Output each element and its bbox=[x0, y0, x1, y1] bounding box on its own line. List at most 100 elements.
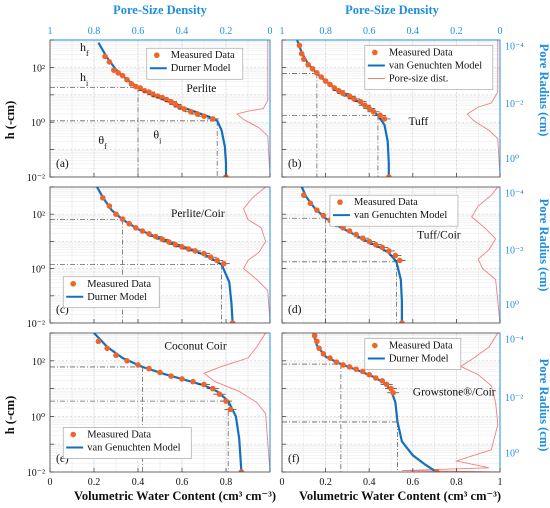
annotation-theta-i-sub: i bbox=[159, 136, 162, 145]
right-axis-label-bottom: Pore Radius (cm) bbox=[537, 359, 550, 452]
plot-area bbox=[282, 187, 500, 323]
pore-size-distribution-line bbox=[466, 40, 500, 177]
measured-point bbox=[366, 238, 373, 245]
legend-label: Measured Data bbox=[87, 279, 151, 290]
measured-point bbox=[214, 257, 220, 264]
pore-size-density-tick-label: 0.2 bbox=[220, 26, 233, 37]
measured-point bbox=[301, 56, 307, 62]
measured-point bbox=[311, 333, 318, 339]
measured-point bbox=[346, 93, 353, 99]
measured-point bbox=[172, 101, 179, 108]
measured-point bbox=[353, 231, 359, 238]
right-axis-label-top: Pore Radius (cm) bbox=[537, 44, 550, 137]
measured-point bbox=[366, 371, 373, 378]
measured-point bbox=[139, 228, 146, 234]
measured-point bbox=[168, 373, 174, 379]
measured-point bbox=[133, 225, 139, 231]
pore-radius-tick-label: 10⁻² bbox=[505, 393, 523, 404]
legend-marker-measured bbox=[154, 52, 160, 59]
measured-point bbox=[327, 355, 333, 361]
measured-point bbox=[229, 320, 236, 323]
measured-point bbox=[301, 192, 307, 198]
x-tick-label: 0.6 bbox=[176, 477, 189, 488]
pore-radius-tick-label: 10⁻⁴ bbox=[505, 188, 524, 199]
measured-point bbox=[320, 351, 327, 357]
measured-point bbox=[357, 98, 364, 105]
measured-point bbox=[124, 76, 130, 83]
pore-radius-tick-label: 10⁰ bbox=[505, 300, 519, 311]
measured-point bbox=[340, 90, 346, 97]
pore-size-density-tick-label: 0.2 bbox=[450, 26, 463, 37]
measured-point bbox=[316, 345, 322, 352]
h-tick-label: 10² bbox=[32, 357, 45, 368]
h-tick-label: 10² bbox=[32, 63, 45, 74]
legend-box bbox=[62, 427, 192, 459]
measured-point bbox=[115, 70, 121, 76]
measured-point bbox=[106, 59, 113, 65]
pore-radius-tick-label: 10⁻² bbox=[505, 246, 523, 257]
legend-label: Measured Data bbox=[171, 50, 235, 61]
measured-point bbox=[159, 94, 165, 101]
panel-title: Perlite/Coir bbox=[171, 208, 225, 220]
panel-f: 10⁰ 10⁻² 10⁻⁴ 0 0.2 0.4 0.6 0.8 1 (f) Growstone®/C… bbox=[280, 332, 524, 488]
bottom-axis-label-right: Volumetric Water Content (cm³ cm⁻³) bbox=[299, 489, 501, 503]
measured-point bbox=[210, 385, 216, 392]
measured-point bbox=[359, 368, 366, 375]
measured-point bbox=[346, 364, 353, 370]
left-axis-label-bottom: h (-cm) bbox=[3, 396, 17, 435]
measured-point bbox=[381, 116, 388, 122]
pore-radius-tick-label: 10⁰ bbox=[505, 154, 519, 165]
panel-title: Tuff/Coir bbox=[417, 230, 461, 242]
bottom-axis-label-left: Volumetric Water Content (cm³ cm⁻³) bbox=[74, 489, 276, 503]
pore-radius-tick-label: 10⁰ bbox=[505, 449, 519, 460]
measured-point bbox=[102, 53, 108, 60]
right-axis-label-mid: Pore Radius (cm) bbox=[537, 199, 550, 292]
legend-label: Measured Data bbox=[389, 47, 453, 58]
measured-point bbox=[201, 250, 207, 257]
measured-point bbox=[104, 345, 110, 352]
measured-point bbox=[318, 74, 325, 80]
top-axis-label-right: Pore-Size Density bbox=[345, 3, 440, 17]
measured-point bbox=[135, 362, 141, 368]
pore-radius-tick-label: 10⁻⁴ bbox=[505, 335, 524, 346]
legend-label: Durner Model bbox=[171, 63, 231, 74]
h-tick-label: 10⁰ bbox=[31, 118, 45, 129]
measured-point bbox=[238, 469, 245, 472]
h-tick-label: 10⁰ bbox=[31, 412, 45, 423]
annotation-theta-f: θf bbox=[98, 133, 107, 151]
pore-size-density-tick-label: 0 bbox=[498, 26, 503, 37]
measured-point bbox=[388, 385, 394, 392]
panel-title: Growstone®/Coir bbox=[413, 387, 496, 399]
measured-point bbox=[172, 241, 179, 248]
measured-point bbox=[392, 252, 399, 259]
pore-radius-tick-label: 10⁻² bbox=[505, 99, 523, 110]
measured-point bbox=[223, 398, 229, 404]
legend-box bbox=[364, 45, 494, 90]
pore-size-density-tick-label: 1 bbox=[48, 26, 53, 37]
measured-point bbox=[314, 70, 320, 76]
measured-point bbox=[377, 112, 383, 119]
panel-label: (d) bbox=[288, 304, 302, 316]
plot-area bbox=[50, 333, 270, 472]
panel-title: Coconut Coir bbox=[164, 341, 226, 353]
measured-point bbox=[335, 87, 342, 94]
measured-point bbox=[296, 42, 303, 49]
measured-point bbox=[152, 233, 159, 240]
measured-point bbox=[216, 391, 223, 397]
legend-label: Measured Data bbox=[354, 197, 418, 208]
measured-point bbox=[383, 381, 390, 388]
pore-size-distribution-line bbox=[203, 333, 270, 472]
pore-size-distribution-line bbox=[236, 40, 270, 177]
measured-point bbox=[351, 96, 357, 102]
x-tick-label: 1 bbox=[498, 477, 503, 488]
measured-point bbox=[309, 65, 316, 72]
measured-point bbox=[128, 81, 135, 87]
measured-point bbox=[372, 241, 379, 248]
measured-point bbox=[100, 195, 106, 201]
panel-label: (f) bbox=[288, 453, 300, 465]
measured-point bbox=[227, 406, 234, 413]
measured-point bbox=[353, 366, 359, 372]
legend-box bbox=[364, 338, 462, 370]
measured-point bbox=[386, 174, 392, 177]
